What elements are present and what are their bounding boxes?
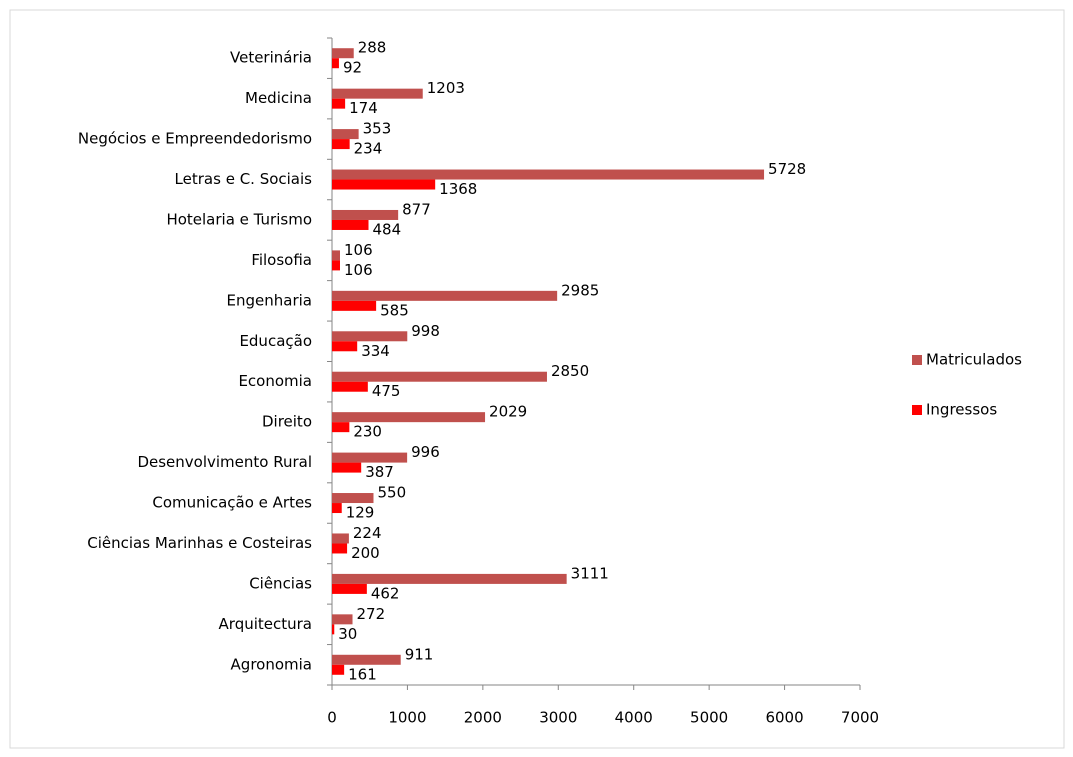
data-label: 550 (377, 484, 406, 502)
data-label: 484 (373, 220, 402, 238)
bar (332, 209, 399, 220)
bar (332, 371, 547, 382)
y-tick-label: Hotelaria e Turismo (166, 210, 312, 228)
bar (332, 250, 340, 261)
bar (332, 169, 765, 180)
bar (332, 290, 558, 301)
bar (332, 493, 374, 504)
data-label: 288 (358, 39, 387, 57)
bar (332, 381, 368, 392)
bar (332, 139, 350, 150)
bar (332, 654, 401, 665)
y-tick-label: Direito (262, 413, 312, 431)
x-tick-label: 1000 (388, 709, 426, 727)
bar (332, 331, 408, 342)
legend-swatch (912, 355, 922, 365)
y-tick-label: Filosofia (251, 251, 312, 269)
bar (332, 664, 345, 675)
data-label: 106 (344, 261, 373, 279)
data-label: 877 (402, 200, 431, 218)
data-label: 1368 (439, 180, 477, 198)
bar (332, 412, 486, 423)
bar (332, 48, 354, 59)
data-label: 911 (405, 645, 434, 663)
y-tick-label: Engenharia (227, 291, 312, 309)
data-label: 462 (371, 584, 400, 602)
x-tick-label: 0 (327, 709, 337, 727)
bar (332, 341, 358, 352)
data-label: 1203 (427, 79, 465, 97)
data-label: 2985 (561, 281, 599, 299)
bar (332, 462, 362, 473)
data-label: 161 (348, 665, 377, 683)
bar (332, 300, 377, 311)
bar (332, 614, 353, 625)
x-tick-label: 5000 (690, 709, 728, 727)
legend-swatch (912, 405, 922, 415)
y-tick-label: Ciências Marinhas e Costeiras (87, 534, 312, 552)
legend-label: Matriculados (926, 351, 1022, 369)
bar (332, 88, 423, 99)
data-label: 585 (380, 301, 409, 319)
bar (332, 624, 335, 635)
data-label: 200 (351, 544, 380, 562)
y-tick-label: Desenvolvimento Rural (137, 453, 312, 471)
x-tick-label: 3000 (539, 709, 577, 727)
data-label: 174 (349, 99, 378, 117)
bar (332, 503, 342, 514)
bar (332, 533, 349, 544)
data-label: 230 (353, 423, 382, 441)
data-label: 224 (353, 524, 382, 542)
y-tick-label: Economia (238, 372, 312, 390)
data-label: 106 (344, 241, 373, 259)
data-label: 353 (363, 120, 392, 138)
data-label: 998 (411, 322, 440, 340)
bar (332, 573, 567, 584)
data-label: 996 (411, 443, 440, 461)
x-tick-label: 6000 (765, 709, 803, 727)
data-label: 2850 (551, 362, 589, 380)
data-label: 387 (365, 463, 394, 481)
bar (332, 583, 367, 594)
y-tick-label: Agronomia (231, 655, 312, 673)
bar (332, 452, 408, 463)
data-label: 475 (372, 382, 401, 400)
y-tick-label: Comunicação e Artes (152, 494, 312, 512)
bar (332, 58, 339, 69)
bar (332, 98, 346, 109)
y-tick-label: Veterinária (230, 49, 312, 67)
bar (332, 129, 359, 140)
data-label: 234 (354, 140, 383, 158)
y-tick-label: Educação (239, 332, 312, 350)
y-tick-label: Negócios e Empreendedorismo (78, 130, 312, 148)
data-label: 3111 (571, 564, 609, 582)
data-label: 92 (343, 59, 362, 77)
x-tick-label: 4000 (615, 709, 653, 727)
bar (332, 179, 436, 190)
data-label: 5728 (768, 160, 806, 178)
bar (332, 422, 350, 433)
bar (332, 543, 348, 554)
data-label: 129 (346, 504, 375, 522)
data-label: 272 (357, 605, 386, 623)
legend-label: Ingressos (926, 401, 997, 419)
data-label: 30 (338, 625, 357, 643)
y-tick-label: Arquitectura (219, 615, 312, 633)
x-tick-label: 7000 (841, 709, 879, 727)
y-tick-label: Letras e C. Sociais (175, 170, 313, 188)
data-label: 2029 (489, 403, 527, 421)
bar (332, 219, 369, 230)
x-tick-label: 2000 (464, 709, 502, 727)
y-tick-label: Ciências (249, 574, 312, 592)
bar (332, 260, 340, 271)
y-tick-label: Medicina (245, 89, 312, 107)
data-label: 334 (361, 342, 390, 360)
